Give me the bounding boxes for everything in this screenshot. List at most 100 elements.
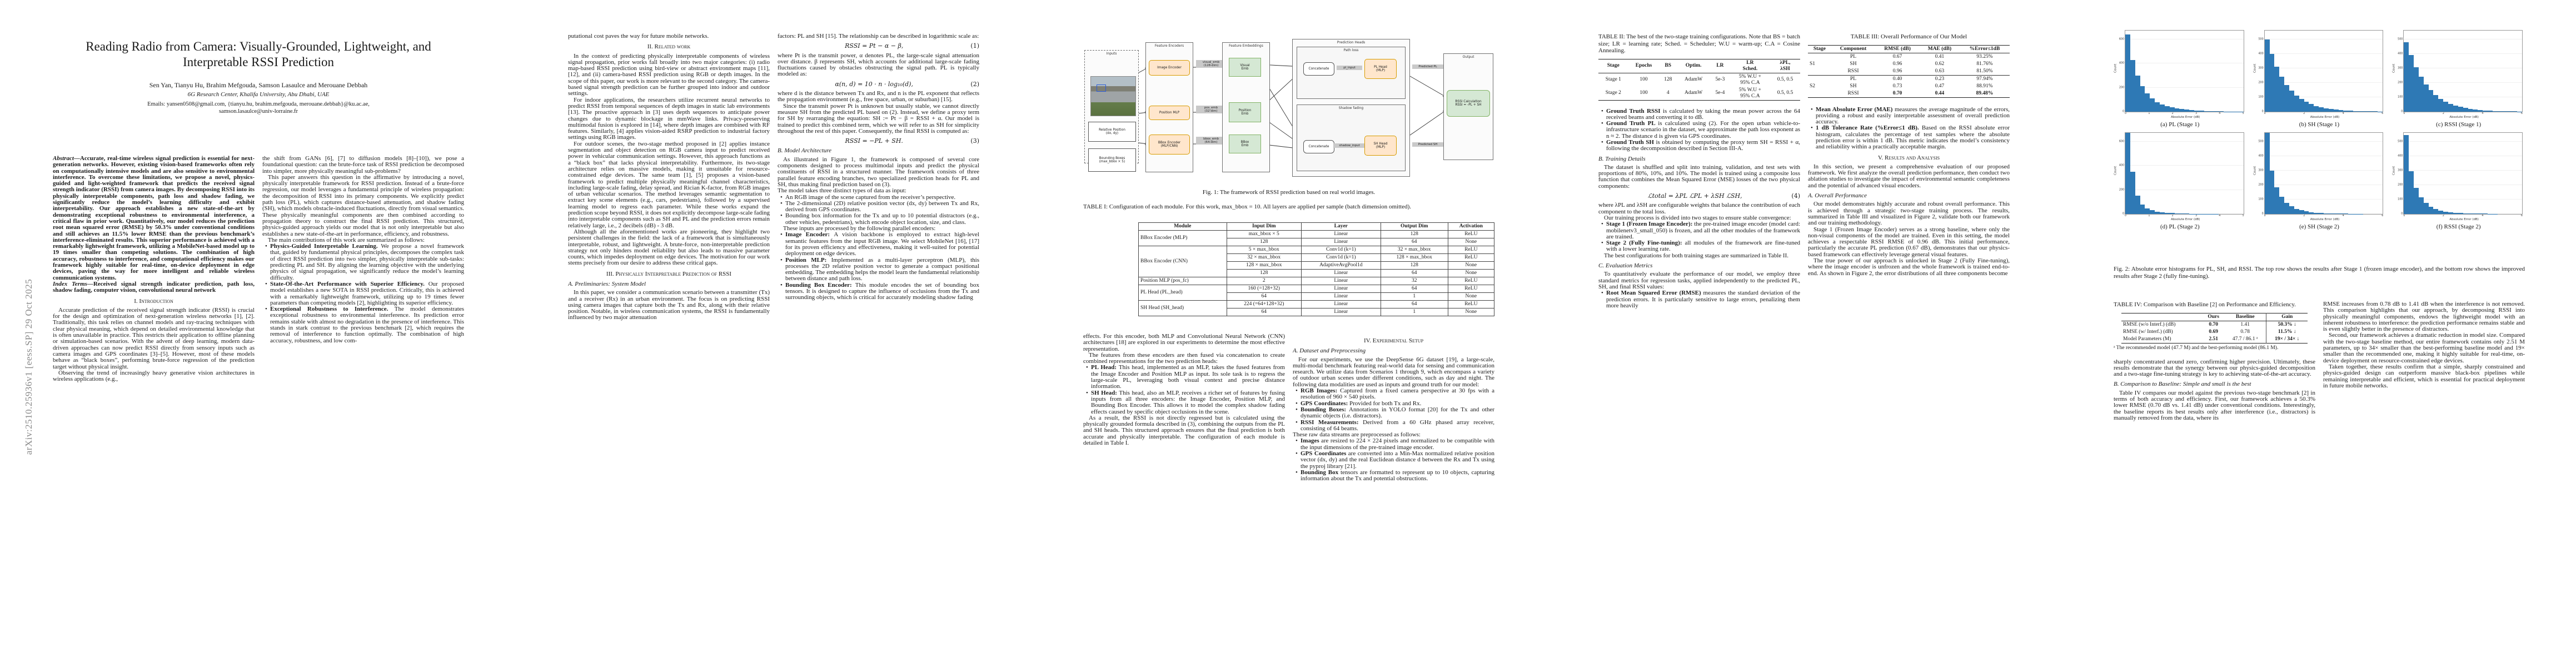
table-cell: Linear (1301, 308, 1381, 316)
table-row: 32 × max_bbox Conv1d (k=1) 128 × max_bbox R… (1139, 253, 1495, 262)
page-2: putational cost paves the way for future… (515, 0, 1030, 667)
section-heading: IV. Experimental Setup (1363, 337, 1424, 344)
bars (2125, 133, 2244, 214)
chart-main: 0 100 200 300 400 500 0 2 4 6 Absolute Error (dB) (2396, 132, 2525, 221)
paragraph: the shift from GANs [6], [7] to diffusio… (262, 156, 464, 175)
hist-bar (2184, 213, 2190, 214)
hist-bar (2269, 170, 2275, 214)
table-cell: ReLU (1447, 230, 1495, 238)
paragraph: For indoor applications, the researchers… (568, 96, 770, 141)
histogram: Count 0 200 400 600 0 1 2 3 4 5 Absolute Error (dB) (2114, 132, 2246, 221)
table-cell: 0.62 (1935, 61, 1945, 67)
hist-bar (2423, 203, 2429, 214)
gridline (2404, 170, 2522, 171)
equation-body: ℒtotal = λPL ℒPL + λSH ℒSH, (1647, 192, 1742, 200)
hist-bar (2487, 111, 2493, 112)
table-cell: 128 (1380, 230, 1448, 238)
fig2-cell-a: Count 0 200 400 600 0 1 2 3 4 5 Absolute Error (dB)… (2114, 30, 2246, 128)
visual-emb-block: Visual Emb (1229, 58, 1261, 77)
paragraph: This paper answers this question in the … (262, 173, 464, 237)
y-tick-label: 600 (2119, 38, 2124, 41)
diagram-arrows (1133, 64, 1446, 151)
y-tick-label: 400 (2398, 52, 2403, 56)
table-row: RMSE (w/o Interf.) (dB) 0.70 1.41 50.3% ↓ (2121, 321, 2308, 328)
subsection-heading: C. Evaluation Metrics (1598, 262, 1653, 270)
gridline (2404, 198, 2522, 200)
table-cell: Linear (1301, 292, 1381, 301)
y-tick-label: 400 (2119, 164, 2124, 167)
x-tick-label: 0 (2264, 215, 2266, 217)
hist-bar (2289, 206, 2294, 214)
x-tick-label: 1 (2148, 112, 2150, 115)
hist-bar (2214, 111, 2219, 112)
x-axis-label: Absolute Error (dB) (2449, 116, 2479, 119)
histogram-pl-stage1: Count 0 200 400 600 0 1 2 3 4 5 Absolute Error (dB) (2114, 30, 2246, 119)
page4-column1: TABLE II: The best of the two-stage trai… (1598, 33, 1800, 640)
gridline (2264, 170, 2383, 171)
y-tick-label: 200 (2398, 81, 2403, 84)
hist-bar (2314, 106, 2319, 112)
visual-emb-arrow-label: visual_emb (128-dim) (1196, 60, 1226, 68)
x-tick-label: 2 (2303, 215, 2305, 217)
y-axis-label: Count (2253, 63, 2257, 73)
table-row: Position MLP (pos_fc) 2 Linear 32 ReLU (1138, 277, 1495, 285)
y-tick-label: 0 (2122, 110, 2124, 113)
paragraph: For our experiments, we use the DeepSens… (1293, 356, 1494, 388)
x-tick-label: 0 (2264, 112, 2266, 115)
paragraph: Stage 1 (Frozen Image Encoder) serves as… (1808, 226, 2010, 258)
hist-bar (2448, 212, 2453, 214)
figure-1-architecture-diagram: Inputs Relative Position (dx, dy) Boundi… (1083, 31, 1494, 182)
hist-bar (2204, 111, 2209, 112)
bullet-item: Images are resized to 224 × 224 pixels a… (1293, 438, 1494, 451)
page-1: arXiv:2510.25936v1 [eess.SP] 29 Oct 2025… (0, 0, 515, 667)
page2-column1: putational cost paves the way for future… (568, 33, 770, 640)
feature-embeddings-label: Feature Embeddings (1229, 44, 1263, 48)
x-tick-labels: 0 2 4 6 (2403, 112, 2523, 115)
equation-body: RSSI = −PL + SH. (845, 137, 903, 145)
table-cell: 64 (1380, 238, 1448, 246)
bullet-lead: Position MLP: (785, 256, 831, 263)
page-3: Inputs Relative Position (dx, dy) Boundi… (1030, 0, 1546, 667)
bullet-item: PL Head: This head, implemented as an ML… (1083, 365, 1285, 390)
hist-bar (2125, 133, 2130, 214)
gridline (2264, 198, 2383, 200)
hist-bar (2343, 110, 2349, 112)
table-4-caption: TABLE IV: Comparison with Baseline [2] o… (2114, 301, 2296, 308)
page1-column1: Abstract—Accurate, real-time wireless si… (53, 156, 255, 640)
hist-bar (2294, 208, 2299, 214)
page-4: TABLE II: The best of the two-stage trai… (1546, 0, 2061, 667)
hist-bar (2130, 171, 2135, 214)
x-tick-labels: 0 2 4 6 (2264, 112, 2384, 115)
y-tick-label: 200 (2119, 188, 2124, 192)
x-tick-label: 2 (2303, 112, 2305, 115)
paragraph: In this paper, we consider a communicati… (568, 289, 770, 321)
table-cell: 128 (1226, 238, 1302, 246)
hist-bar (2468, 213, 2473, 214)
gridline (2404, 53, 2522, 54)
row-group-label: BBox Encoder (CNN) (1138, 246, 1227, 277)
table-cell: 32 (1380, 277, 1448, 285)
subsection-heading: B. Training Details (1598, 155, 1646, 162)
plot-area: 0 200 400 600 (2119, 30, 2244, 113)
hist-bar (2512, 111, 2518, 112)
inputs-group: Inputs Relative Position (dx, dy) Boundi… (1084, 50, 1139, 172)
bullet-item: The 2-dimensional (2D) relative position… (778, 200, 979, 213)
x-tick-labels: 0 1 2 3 4 5 (2125, 215, 2244, 217)
table-1-caption: TABLE I: Configuration of each module. F… (1083, 203, 1412, 210)
data-table: Module Input Dim Layer Output Dim Activation… (1138, 222, 1495, 316)
chart-main: 0 100 200 300 400 500 0 2 4 6 Absolute Error (dB) (2257, 30, 2386, 119)
hist-bar (2433, 209, 2439, 214)
page4-column2: TABLE III: Overall Performance of Our Mo… (1808, 33, 2010, 640)
paragraph: Second, our framework achieves a dramati… (2323, 332, 2525, 364)
position-mlp-block: Position MLP (1149, 106, 1190, 120)
column-header: Optim. (1677, 59, 1710, 73)
pl-head-block: PL Head (MLP) (1364, 59, 1397, 79)
subsection-heading: A. Overall Performance (1808, 192, 1867, 200)
data-table: Ours Baseline Gain RMSE (w/o Interf.) (dB) 0… (2121, 312, 2308, 344)
hist-bar (2328, 109, 2334, 112)
table-cell: 0.70 (2209, 321, 2218, 327)
bullet-item: 1 dB Tolerance Rate (%Error≤1 dB). Based… (1808, 125, 2010, 150)
equation: α(n, d) = 10 · n · log₁₀(d), (2) (778, 81, 979, 87)
prediction-heads-label: Prediction Heads (1337, 41, 1366, 44)
subsection-heading: B. Comparison to Baseline: Simple and sm… (2114, 381, 2251, 388)
